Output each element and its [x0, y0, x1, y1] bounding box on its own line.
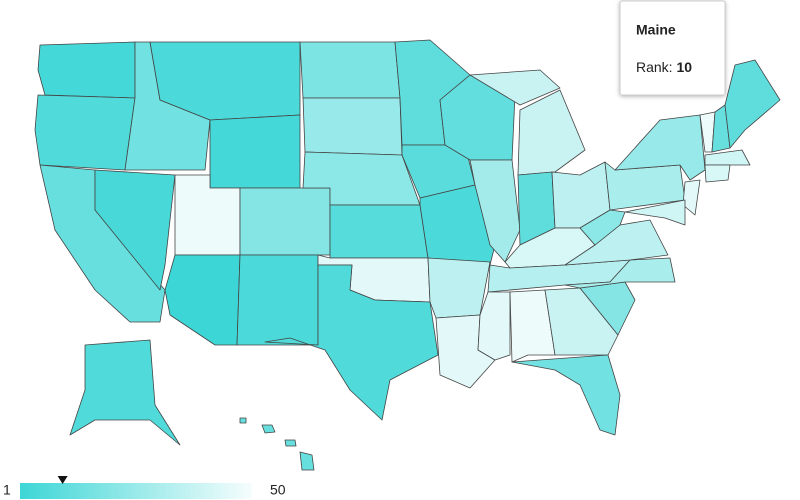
state	[477, 291, 511, 361]
state	[264, 264, 439, 421]
state	[427, 257, 491, 319]
state	[37, 41, 136, 99]
states	[34, 39, 781, 471]
state	[579, 209, 626, 246]
tooltip-label: Rank:	[636, 59, 673, 75]
state	[236, 254, 319, 346]
legend: 1 50	[3, 476, 286, 499]
state	[329, 204, 429, 259]
state	[724, 59, 781, 149]
state	[469, 69, 586, 176]
state	[239, 417, 315, 471]
tooltip: Maine Rank: 10	[619, 0, 726, 96]
state	[511, 354, 621, 436]
legend-marker	[57, 476, 68, 484]
state	[564, 257, 676, 289]
tooltip-value: 10	[676, 59, 692, 75]
state	[239, 187, 331, 256]
state	[69, 339, 181, 446]
legend-gradient	[20, 483, 252, 499]
state	[299, 41, 401, 99]
legend-max: 50	[270, 482, 286, 498]
state	[209, 114, 301, 189]
state	[509, 289, 556, 363]
tooltip-rank: Rank: 10	[636, 59, 692, 75]
tooltip-box	[619, 0, 726, 96]
state	[704, 164, 731, 183]
state	[624, 199, 686, 226]
state	[682, 179, 701, 216]
legend-min: 1	[3, 482, 11, 498]
state	[302, 97, 403, 156]
state	[704, 149, 751, 166]
state	[94, 169, 176, 291]
state	[164, 254, 241, 346]
state	[604, 161, 686, 211]
state	[544, 287, 619, 356]
tooltip-title: Maine	[636, 22, 676, 38]
state	[34, 94, 136, 171]
